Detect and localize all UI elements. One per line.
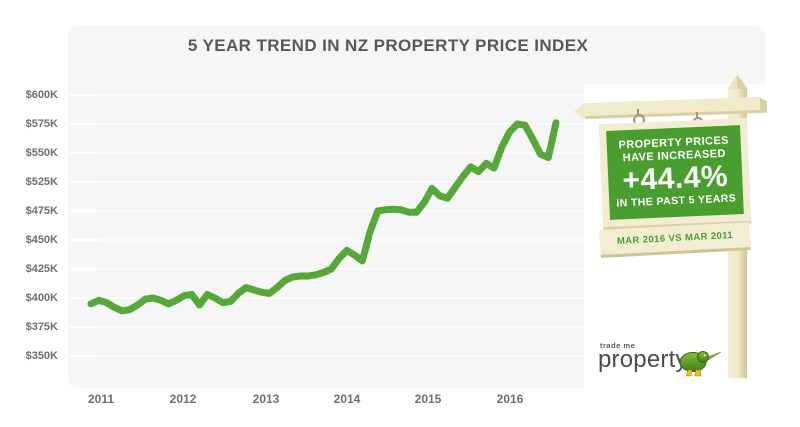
sign-green-panel: PROPERTY PRICES HAVE INCREASED +44.4% IN… <box>606 125 744 220</box>
x-axis-label: 2011 <box>87 392 115 406</box>
y-axis-label: $525K <box>25 176 58 188</box>
signpost-arm-end <box>760 98 768 113</box>
x-axis-label: 2014 <box>333 392 361 406</box>
sign-board: PROPERTY PRICES HAVE INCREASED +44.4% IN… <box>598 117 752 228</box>
x-axis-label: 2012 <box>169 392 197 406</box>
trademe-property-logo: trade me property <box>596 341 756 379</box>
y-axis-label: $550K <box>25 147 58 159</box>
hook-icon <box>637 109 639 115</box>
y-axis-label: $425K <box>25 263 58 275</box>
hook-icon <box>696 112 698 118</box>
gridline <box>70 326 758 328</box>
y-axis-label: $400K <box>25 292 58 304</box>
y-axis-label: $450K <box>25 234 58 246</box>
x-axis-label: 2015 <box>414 392 442 406</box>
kiwi-bird-icon <box>679 351 722 377</box>
y-axis-label: $350K <box>25 350 58 362</box>
logo-trademe-text: trade me <box>600 341 636 350</box>
x-axis-label: 2013 <box>252 392 280 406</box>
chart-title: 5 YEAR TREND IN NZ PROPERTY PRICE INDEX <box>187 36 589 55</box>
y-axis-label: $475K <box>25 205 58 217</box>
x-axis-label: 2016 <box>496 392 524 406</box>
logo-property-text: property <box>598 346 688 373</box>
y-axis-label: $375K <box>25 321 58 333</box>
gridline <box>70 355 758 357</box>
y-axis-label: $600K <box>25 89 58 101</box>
gridline <box>70 94 758 96</box>
signpost-arm-tip <box>573 103 586 120</box>
y-axis-label: $575K <box>25 118 58 130</box>
signpost-finial-shade <box>737 75 748 89</box>
